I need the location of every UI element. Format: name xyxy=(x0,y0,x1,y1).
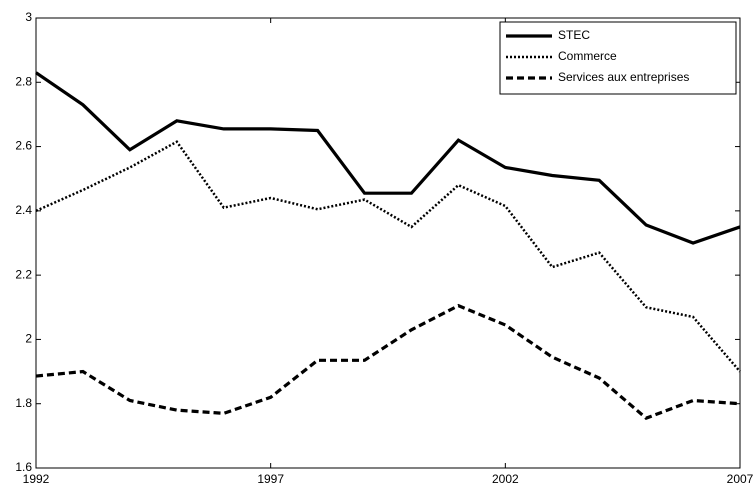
y-tick-label: 3 xyxy=(25,10,32,24)
y-tick-label: 2.4 xyxy=(15,203,32,217)
line-series xyxy=(35,303,741,421)
x-tick-label: 2002 xyxy=(492,472,519,486)
y-tick-label: 2.6 xyxy=(15,139,32,153)
line-series xyxy=(35,71,741,245)
x-tick-label: 1992 xyxy=(23,472,50,486)
line-series xyxy=(35,140,741,373)
legend-label: Services aux entreprises xyxy=(558,70,689,84)
y-tick-label: 1.6 xyxy=(15,460,32,474)
y-tick-label: 2 xyxy=(25,332,32,346)
y-tick-label: 1.8 xyxy=(15,396,32,410)
y-tick-label: 2.8 xyxy=(15,74,32,88)
legend-label: Commerce xyxy=(558,49,617,63)
legend-label: STEC xyxy=(558,28,590,42)
x-tick-label: 1997 xyxy=(257,472,284,486)
x-tick-label: 2007 xyxy=(727,472,754,486)
y-tick-label: 2.2 xyxy=(15,267,32,281)
